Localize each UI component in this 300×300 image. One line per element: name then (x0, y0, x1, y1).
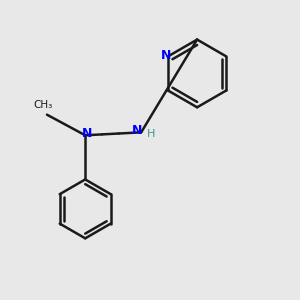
Text: H: H (147, 129, 156, 139)
Text: N: N (82, 127, 92, 140)
Text: N: N (161, 49, 172, 62)
Text: CH₃: CH₃ (33, 100, 52, 110)
Text: N: N (132, 124, 142, 137)
